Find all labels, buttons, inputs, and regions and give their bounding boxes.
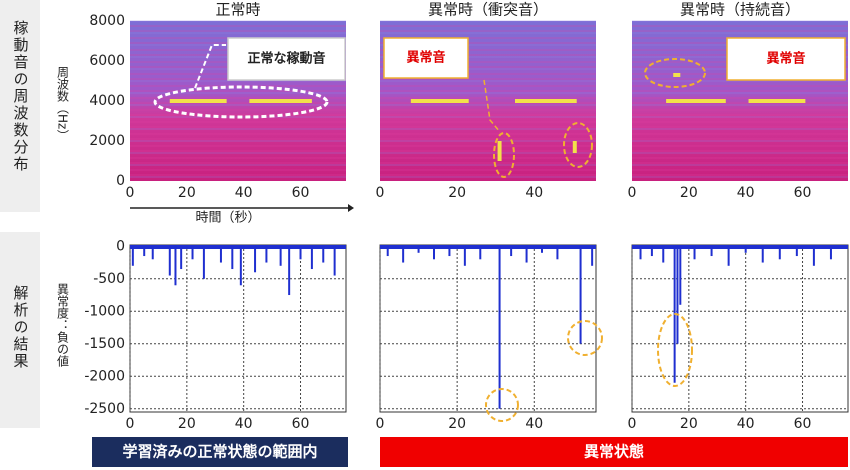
x-tick-label: 20 bbox=[448, 185, 466, 201]
x-tick-label: 40 bbox=[737, 185, 755, 201]
panel-title: 異常時（衝突音） bbox=[428, 1, 548, 19]
highlight bbox=[493, 132, 515, 178]
y-tick-label: 4000 bbox=[89, 93, 125, 109]
highlight bbox=[485, 388, 519, 422]
x-tick-label: 40 bbox=[235, 416, 253, 432]
x-tick-label: 60 bbox=[292, 416, 310, 432]
annotation-box bbox=[726, 37, 846, 81]
side-label: 稼動音の周波数分布 bbox=[12, 20, 30, 173]
annotation-box bbox=[227, 37, 346, 81]
y-axis-label: 周波数（Hz） bbox=[56, 66, 70, 141]
x-tick-label: 0 bbox=[628, 185, 637, 201]
x-axis-label: 時間（秒） bbox=[195, 211, 260, 226]
plot-bg bbox=[129, 244, 347, 413]
y-tick-label: -2000 bbox=[84, 368, 125, 384]
x-tick-label: 0 bbox=[376, 416, 385, 432]
baseline-band bbox=[380, 245, 596, 249]
x-tick-label: 60 bbox=[292, 185, 310, 201]
annotation-text: 異常音 bbox=[406, 50, 445, 66]
y-tick-label: 8000 bbox=[89, 13, 125, 29]
highlight bbox=[153, 85, 329, 119]
plot-bg bbox=[379, 244, 597, 413]
arrow-head bbox=[348, 204, 354, 212]
side-panel bbox=[0, 232, 40, 428]
x-tick-label: 20 bbox=[448, 416, 466, 432]
x-tick-label: 20 bbox=[680, 185, 698, 201]
x-tick-label: 60 bbox=[794, 416, 812, 432]
annotation-text: 異常音 bbox=[766, 51, 805, 67]
x-tick-label: 40 bbox=[525, 185, 543, 201]
annotation-text: 正常な稼動音 bbox=[247, 51, 325, 67]
x-tick-label: 0 bbox=[126, 185, 135, 201]
panel-title: 異常時（持続音） bbox=[680, 1, 800, 19]
highlight bbox=[483, 79, 501, 133]
x-tick-label: 60 bbox=[794, 185, 812, 201]
y-tick-label: 0 bbox=[116, 173, 125, 189]
side-label: 解析の結果 bbox=[12, 285, 30, 370]
highlight bbox=[563, 122, 593, 168]
side-panel bbox=[0, 0, 40, 212]
baseline-band bbox=[130, 245, 346, 249]
panel-title: 正常時 bbox=[215, 1, 260, 19]
plot-bg bbox=[631, 244, 849, 413]
x-tick-label: 40 bbox=[737, 416, 755, 432]
y-tick-label: 2000 bbox=[89, 133, 125, 149]
y-tick-label: -2500 bbox=[84, 401, 125, 417]
x-tick-label: 0 bbox=[126, 416, 135, 432]
y-tick-label: 0 bbox=[116, 238, 125, 254]
y-tick-label: -500 bbox=[93, 271, 125, 287]
x-tick-label: 20 bbox=[178, 185, 196, 201]
y-tick-label: -1500 bbox=[84, 336, 125, 352]
x-tick-label: 0 bbox=[376, 185, 385, 201]
x-tick-label: 20 bbox=[178, 416, 196, 432]
banner bbox=[92, 437, 348, 467]
y-tick-label: 6000 bbox=[89, 53, 125, 69]
annotation-box bbox=[383, 37, 469, 79]
highlight bbox=[567, 320, 603, 356]
highlight bbox=[644, 58, 706, 88]
y-tick-label: -1000 bbox=[84, 303, 125, 319]
banner bbox=[380, 437, 848, 467]
x-tick-label: 40 bbox=[525, 416, 543, 432]
banner-text: 学習済みの正常状態の範囲内 bbox=[122, 443, 317, 461]
highlight bbox=[657, 313, 693, 387]
baseline-band bbox=[632, 245, 848, 249]
x-tick-label: 0 bbox=[628, 416, 637, 432]
x-tick-label: 20 bbox=[680, 416, 698, 432]
y-axis-label: 異常度：負の値 bbox=[56, 283, 70, 367]
banner-text: 異常状態 bbox=[584, 443, 644, 461]
x-tick-label: 40 bbox=[235, 185, 253, 201]
